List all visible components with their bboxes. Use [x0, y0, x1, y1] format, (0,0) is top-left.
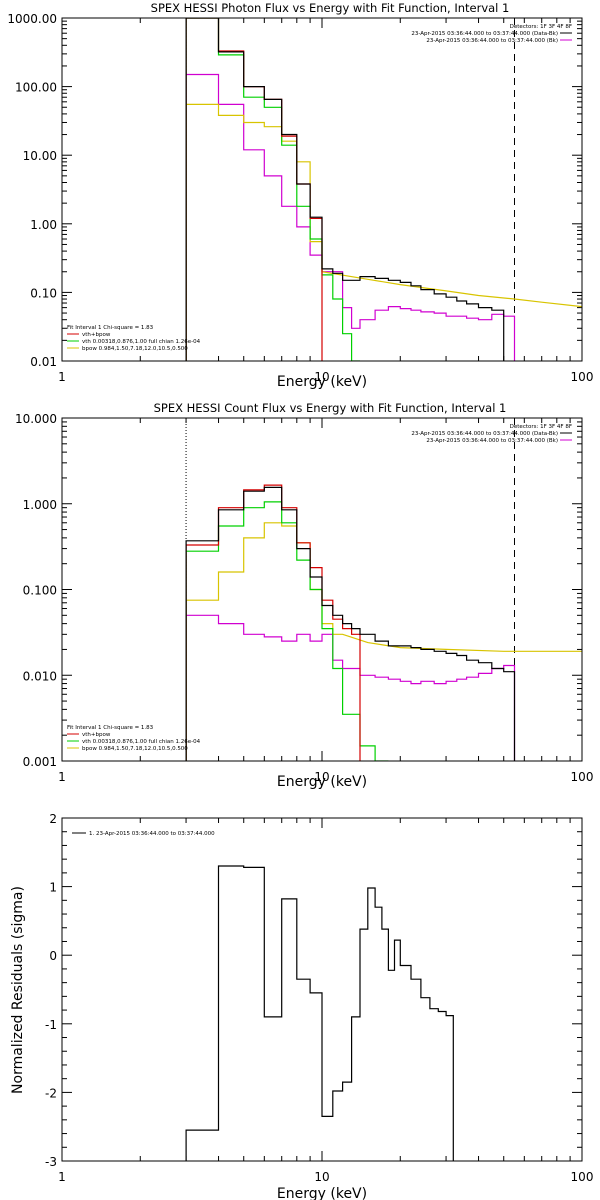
y-tick-label: 10.00 — [23, 149, 57, 163]
y-tick-label: 100.00 — [15, 81, 57, 95]
legend-left-label: vth 0.00318,0.876,1.00 full chian 1.26e-… — [82, 339, 201, 345]
x-tick-label: 1 — [58, 770, 66, 784]
count-flux-xlabel: Energy (keV) — [277, 774, 367, 790]
legend-right-label: 23-Apr-2015 03:36:44.000 to 03:37:44.000… — [411, 431, 558, 437]
y-tick-label: 1.00 — [30, 218, 57, 232]
residuals-plot-area: 1 10 100 -3 -2 -1 0 1 2 1. 23-Apr-2015 03:36:44.0… — [45, 812, 593, 1184]
x-tick-label: 10 — [314, 370, 329, 384]
legend-right-label: 23-Apr-2015 03:36:44.000 to 03:37:44.000… — [411, 31, 558, 37]
series-bpow-line — [185, 522, 582, 761]
series-vth-line — [185, 18, 360, 361]
legend-fit-header: Fit Interval 1 Chi-square = 1.83 — [67, 325, 154, 331]
y-tick-label: 10.000 — [15, 412, 57, 426]
y-tick-label: 0 — [49, 949, 57, 963]
residuals-axes-frame — [61, 817, 583, 1162]
residuals-xlabel: Energy (keV) — [277, 1186, 367, 1200]
y-tick-label: -3 — [45, 1155, 57, 1169]
legend-left-label: vth 0.00318,0.876,1.00 full chian 1.26e-… — [82, 739, 201, 745]
x-tick-label: 10 — [314, 1170, 329, 1184]
x-tick-label: 1 — [58, 370, 66, 384]
count-flux-plot-area: 1 10 100 0.001 0.010 0.100 1.000 10.000 Detector… — [15, 412, 593, 784]
x-tick-label: 100 — [571, 1170, 594, 1184]
photon-flux-plot-area: 1 10 100 0.01 0.10 1.00 10.00 100.00 1000.00 Dete… — [7, 12, 593, 384]
x-tick-label: 100 — [571, 370, 594, 384]
legend-left-label: bpow 0.984,1.50,7.18,12.0,10.5,0.500 — [82, 746, 188, 752]
y-tick-label: 0.01 — [30, 355, 57, 369]
y-tick-label: 0.001 — [23, 755, 57, 769]
series-data-line — [185, 865, 454, 1161]
y-tick-label: 1.000 — [23, 498, 57, 512]
count-flux-panel: SPEX HESSI Count Flux vs Energy with Fit… — [15, 401, 593, 790]
series-bpow-line — [185, 103, 582, 361]
series-total-line — [185, 18, 323, 361]
x-tick-label: 1 — [58, 1170, 66, 1184]
series-bk-line — [185, 614, 516, 761]
legend-fit-header: Fit Interval 1 Chi-square = 1.83 — [67, 725, 154, 731]
series-data-line — [185, 18, 505, 361]
y-tick-label: 0.010 — [23, 669, 57, 683]
series-data-line — [185, 486, 516, 761]
y-tick-label: 1000.00 — [7, 12, 57, 26]
legend-detectors: Detectors: 1F 3F 4F 8F — [510, 24, 572, 30]
legend-right-label: 23-Apr-2015 03:36:44.000 to 03:37:44.000… — [426, 438, 558, 444]
residuals-ylabel: Normalized Residuals (sigma) — [10, 886, 26, 1094]
photon-flux-title: SPEX HESSI Photon Flux vs Energy with Fi… — [151, 1, 510, 15]
legend-left-label: bpow 0.984,1.50,7.18,12.0,10.5,0.500 — [82, 346, 188, 352]
photon-flux-xlabel: Energy (keV) — [277, 374, 367, 390]
y-tick-label: 1 — [49, 881, 57, 895]
legend-right-label: 23-Apr-2015 03:36:44.000 to 03:37:44.000… — [426, 38, 558, 44]
y-tick-label: 0.100 — [23, 584, 57, 598]
x-tick-label: 10 — [314, 770, 329, 784]
photon-flux-panel: SPEX HESSI Photon Flux vs Energy with Fi… — [7, 1, 593, 390]
residuals-panel: 1 10 100 -3 -2 -1 0 1 2 1. 23-Apr-2015 03:36:44.0… — [10, 812, 593, 1200]
count-flux-title: SPEX HESSI Count Flux vs Energy with Fit… — [154, 401, 507, 415]
legend-left-label: vth+bpow — [82, 332, 111, 338]
y-tick-label: -1 — [45, 1018, 57, 1032]
series-bk-line — [185, 73, 516, 361]
y-tick-label: 0.10 — [30, 286, 57, 300]
legend-top-label: 1. 23-Apr-2015 03:36:44.000 to 03:37:44.… — [89, 831, 215, 837]
photon-flux-axes-frame — [61, 17, 583, 362]
legend-detectors: Detectors: 1F 3F 4F 8F — [510, 424, 572, 430]
legend-left-label: vth+bpow — [82, 732, 111, 738]
y-tick-label: 2 — [49, 812, 57, 826]
y-tick-label: -2 — [45, 1086, 57, 1100]
series-total-line — [185, 484, 361, 761]
x-tick-label: 100 — [571, 770, 594, 784]
count-flux-axes-frame — [61, 417, 583, 762]
